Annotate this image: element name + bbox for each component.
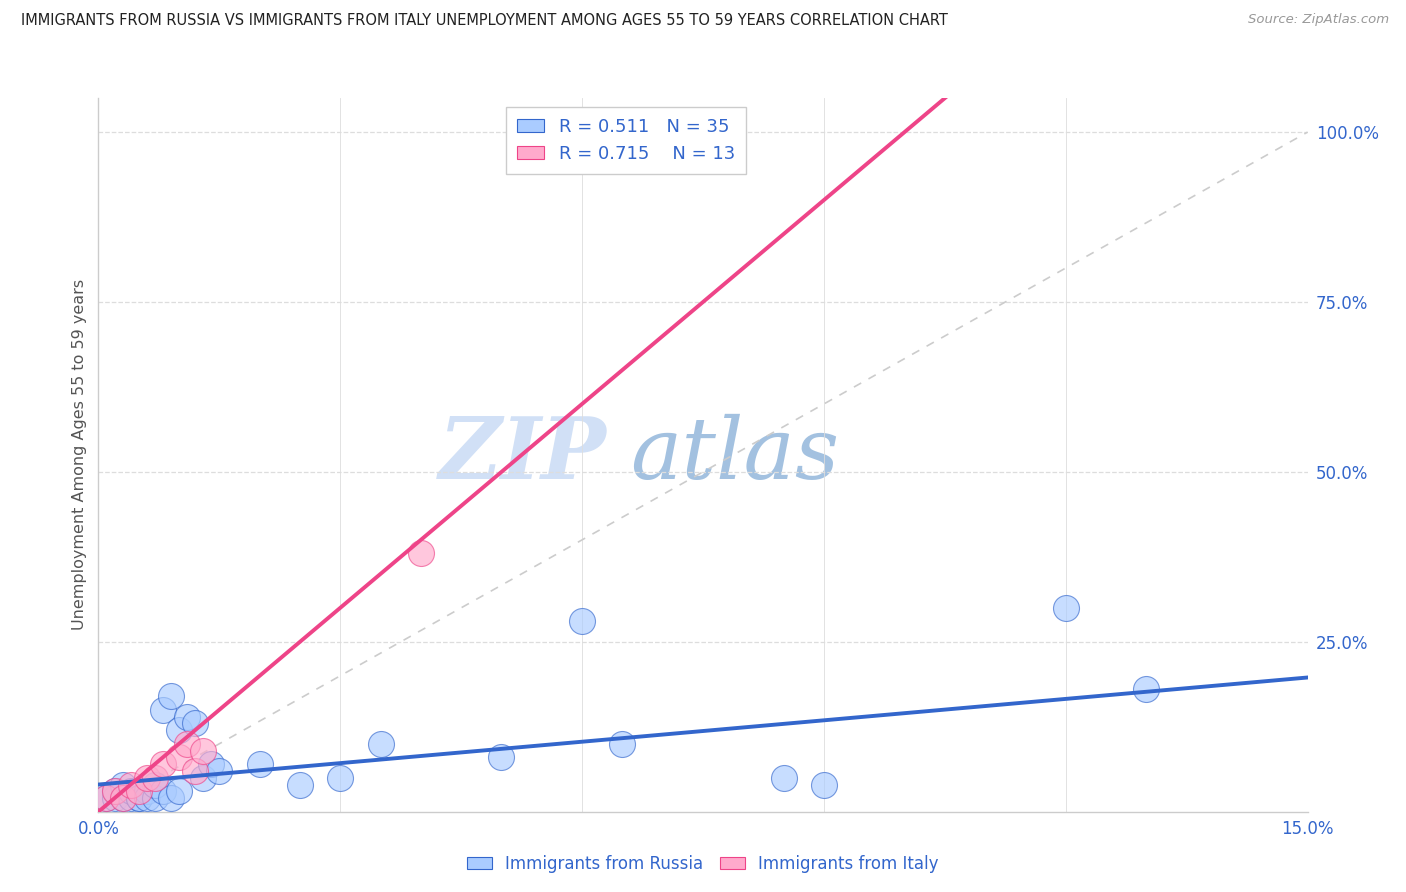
Point — [96, 791, 118, 805]
Point — [167, 723, 190, 738]
Point — [370, 737, 392, 751]
Point — [143, 771, 166, 785]
Text: Source: ZipAtlas.com: Source: ZipAtlas.com — [1249, 13, 1389, 27]
Text: atlas: atlas — [630, 414, 839, 496]
Point — [200, 757, 222, 772]
Point — [184, 716, 207, 731]
Text: ZIP: ZIP — [439, 413, 606, 497]
Point — [120, 784, 142, 798]
Y-axis label: Unemployment Among Ages 55 to 59 years: Unemployment Among Ages 55 to 59 years — [72, 279, 87, 631]
Point — [111, 778, 134, 792]
Point — [184, 764, 207, 778]
Point — [143, 791, 166, 805]
Point — [128, 791, 150, 805]
Point — [128, 784, 150, 798]
Point — [120, 791, 142, 805]
Point — [96, 791, 118, 805]
Point — [160, 791, 183, 805]
Point — [152, 703, 174, 717]
Point — [612, 737, 634, 751]
Point — [571, 615, 593, 629]
Point — [167, 750, 190, 764]
Point — [103, 784, 125, 798]
Point — [208, 764, 231, 778]
Point — [128, 791, 150, 805]
Point — [176, 709, 198, 723]
Point — [152, 757, 174, 772]
Point — [143, 778, 166, 792]
Point — [152, 784, 174, 798]
Point — [160, 689, 183, 703]
Point — [103, 784, 125, 798]
Point — [1135, 682, 1157, 697]
Point — [329, 771, 352, 785]
Point — [772, 771, 794, 785]
Point — [111, 791, 134, 805]
Point — [135, 791, 157, 805]
Point — [135, 771, 157, 785]
Point — [135, 784, 157, 798]
Point — [288, 778, 311, 792]
Point — [193, 743, 215, 757]
Point — [111, 791, 134, 805]
Point — [491, 750, 513, 764]
Point — [1054, 600, 1077, 615]
Point — [813, 778, 835, 792]
Point — [120, 778, 142, 792]
Point — [103, 791, 125, 805]
Point — [193, 771, 215, 785]
Point — [249, 757, 271, 772]
Legend: Immigrants from Russia, Immigrants from Italy: Immigrants from Russia, Immigrants from … — [460, 848, 946, 880]
Text: IMMIGRANTS FROM RUSSIA VS IMMIGRANTS FROM ITALY UNEMPLOYMENT AMONG AGES 55 TO 59: IMMIGRANTS FROM RUSSIA VS IMMIGRANTS FRO… — [21, 13, 948, 29]
Point — [167, 784, 190, 798]
Point — [409, 546, 432, 560]
Legend: R = 0.511   N = 35, R = 0.715    N = 13: R = 0.511 N = 35, R = 0.715 N = 13 — [506, 107, 747, 174]
Point — [176, 737, 198, 751]
